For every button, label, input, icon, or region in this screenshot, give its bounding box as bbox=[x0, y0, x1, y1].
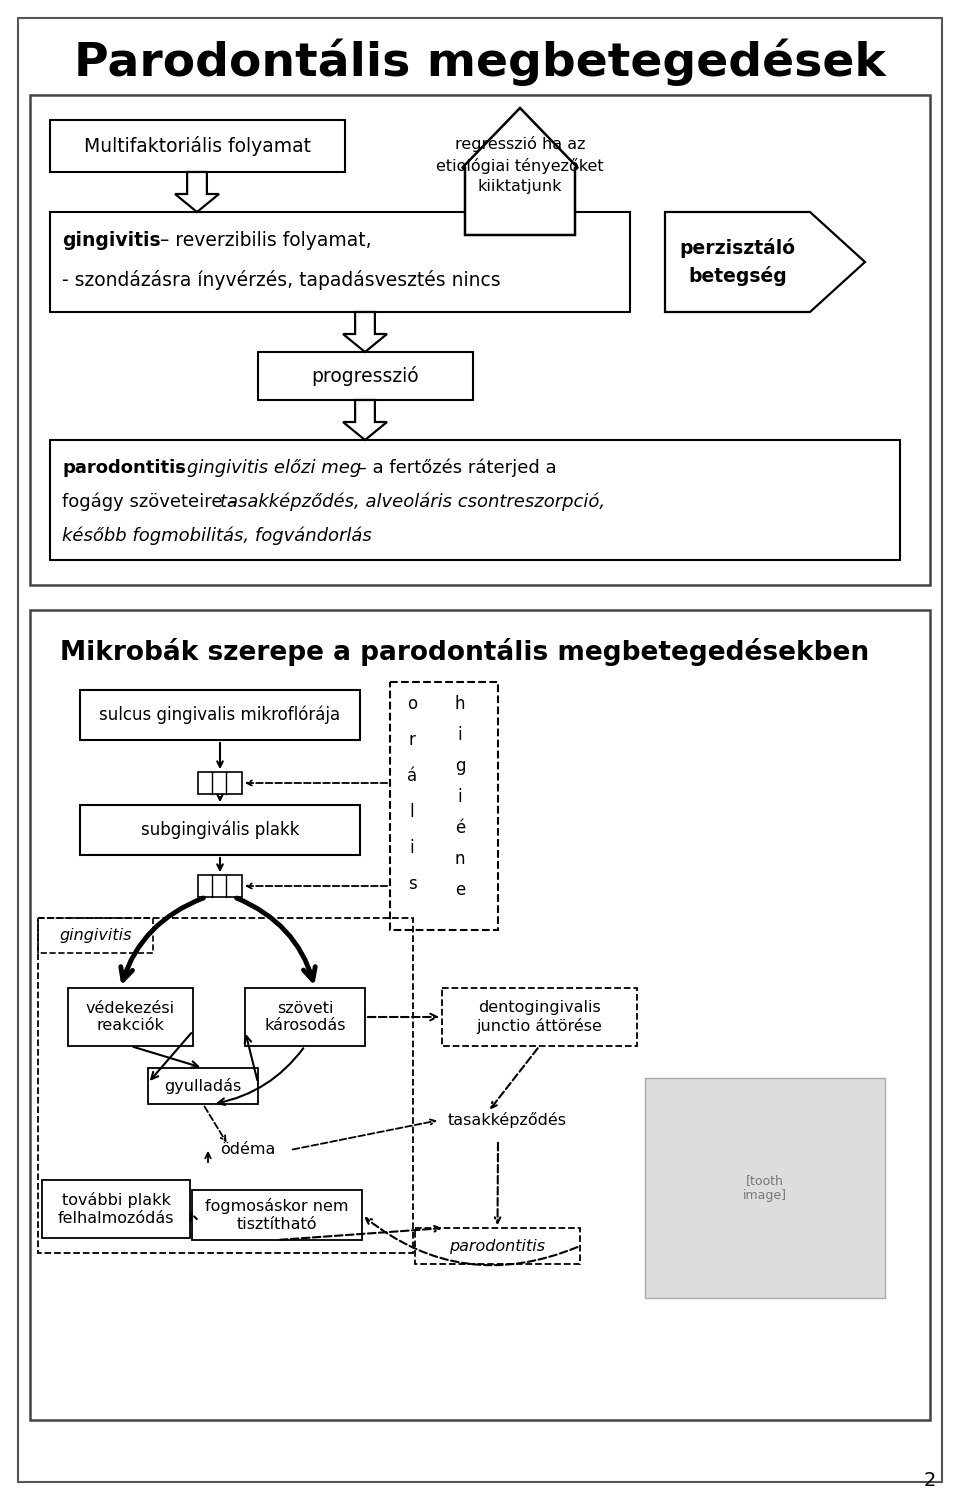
Text: 2: 2 bbox=[924, 1471, 936, 1489]
Text: sulcus gingivalis mikroflórája: sulcus gingivalis mikroflórája bbox=[100, 705, 341, 725]
Text: é: é bbox=[455, 820, 466, 838]
FancyBboxPatch shape bbox=[80, 690, 360, 740]
Text: - szondázásra ínyvérzés, tapadásvesztés nincs: - szondázásra ínyvérzés, tapadásvesztés … bbox=[62, 270, 500, 290]
Text: gingivitis előzi meg: gingivitis előzi meg bbox=[187, 459, 361, 477]
Polygon shape bbox=[175, 173, 219, 212]
Text: tasakképződés: tasakképződés bbox=[448, 1112, 567, 1127]
Text: parodontitis: parodontitis bbox=[62, 459, 186, 477]
Text: perzisztáló
betegség: perzisztáló betegség bbox=[680, 239, 796, 287]
Text: – a fertőzés ráterjed a: – a fertőzés ráterjed a bbox=[352, 459, 557, 477]
FancyBboxPatch shape bbox=[198, 875, 242, 898]
Text: gingivitis: gingivitis bbox=[60, 928, 132, 943]
FancyBboxPatch shape bbox=[50, 120, 345, 173]
Polygon shape bbox=[462, 108, 578, 236]
Text: szöveti
károsodás: szöveti károsodás bbox=[264, 1001, 346, 1033]
FancyBboxPatch shape bbox=[258, 353, 473, 399]
FancyBboxPatch shape bbox=[245, 988, 365, 1046]
Text: o: o bbox=[407, 695, 417, 713]
Text: i: i bbox=[458, 726, 463, 744]
Text: fogmosáskor nem
tisztítható: fogmosáskor nem tisztítható bbox=[205, 1198, 348, 1232]
Text: később fogmobilitás, fogvándorlás: később fogmobilitás, fogvándorlás bbox=[62, 527, 372, 545]
Text: progresszió: progresszió bbox=[312, 366, 420, 386]
Text: r: r bbox=[409, 731, 416, 749]
FancyBboxPatch shape bbox=[30, 95, 930, 585]
Text: e: e bbox=[455, 881, 466, 899]
Text: – reverzibilis folyamat,: – reverzibilis folyamat, bbox=[154, 231, 372, 249]
Polygon shape bbox=[343, 399, 387, 440]
FancyBboxPatch shape bbox=[68, 988, 193, 1046]
FancyBboxPatch shape bbox=[192, 1190, 362, 1240]
Text: védekezési
reakciók: védekezési reakciók bbox=[86, 1001, 175, 1033]
Text: tasakképződés, alveoláris csontreszorpció,: tasakképződés, alveoláris csontreszorpci… bbox=[220, 492, 605, 512]
FancyBboxPatch shape bbox=[50, 212, 630, 312]
Text: gingivitis: gingivitis bbox=[62, 231, 160, 249]
Text: Parodontális megbetegedések: Parodontális megbetegedések bbox=[74, 38, 886, 86]
FancyBboxPatch shape bbox=[42, 1180, 190, 1238]
Text: [tooth
image]: [tooth image] bbox=[743, 1174, 787, 1202]
Text: á: á bbox=[407, 767, 417, 785]
FancyBboxPatch shape bbox=[148, 1069, 258, 1105]
Text: ödéma: ödéma bbox=[220, 1142, 276, 1157]
FancyBboxPatch shape bbox=[50, 440, 900, 560]
Text: g: g bbox=[455, 757, 466, 775]
Text: s: s bbox=[408, 875, 417, 893]
Text: i: i bbox=[410, 839, 415, 857]
Text: dentogingivalis
junctio áttörése: dentogingivalis junctio áttörése bbox=[476, 1000, 603, 1034]
Text: regresszió ha az
etiológiai tényezőket
kiiktatjunk: regresszió ha az etiológiai tényezőket k… bbox=[436, 137, 604, 194]
Text: további plakk
felhalmozódás: további plakk felhalmozódás bbox=[58, 1192, 175, 1226]
Text: l: l bbox=[410, 803, 415, 821]
Text: h: h bbox=[455, 695, 466, 713]
FancyBboxPatch shape bbox=[18, 18, 942, 1481]
FancyBboxPatch shape bbox=[80, 805, 360, 856]
FancyBboxPatch shape bbox=[30, 609, 930, 1420]
Text: gyulladás: gyulladás bbox=[164, 1078, 242, 1094]
Polygon shape bbox=[665, 212, 865, 312]
Text: n: n bbox=[455, 850, 466, 868]
FancyBboxPatch shape bbox=[198, 772, 242, 794]
Text: Mikrobák szerepe a parodontális megbetegedésekben: Mikrobák szerepe a parodontális megbeteg… bbox=[60, 638, 869, 666]
Text: Multifaktoriális folyamat: Multifaktoriális folyamat bbox=[84, 137, 311, 156]
Text: parodontitis: parodontitis bbox=[449, 1238, 545, 1253]
Text: subgingivális plakk: subgingivális plakk bbox=[141, 821, 300, 839]
Text: –: – bbox=[170, 459, 190, 477]
FancyBboxPatch shape bbox=[645, 1078, 885, 1298]
Polygon shape bbox=[343, 312, 387, 353]
Text: i: i bbox=[458, 788, 463, 806]
Text: fogágy szöveteire –: fogágy szöveteire – bbox=[62, 492, 243, 512]
